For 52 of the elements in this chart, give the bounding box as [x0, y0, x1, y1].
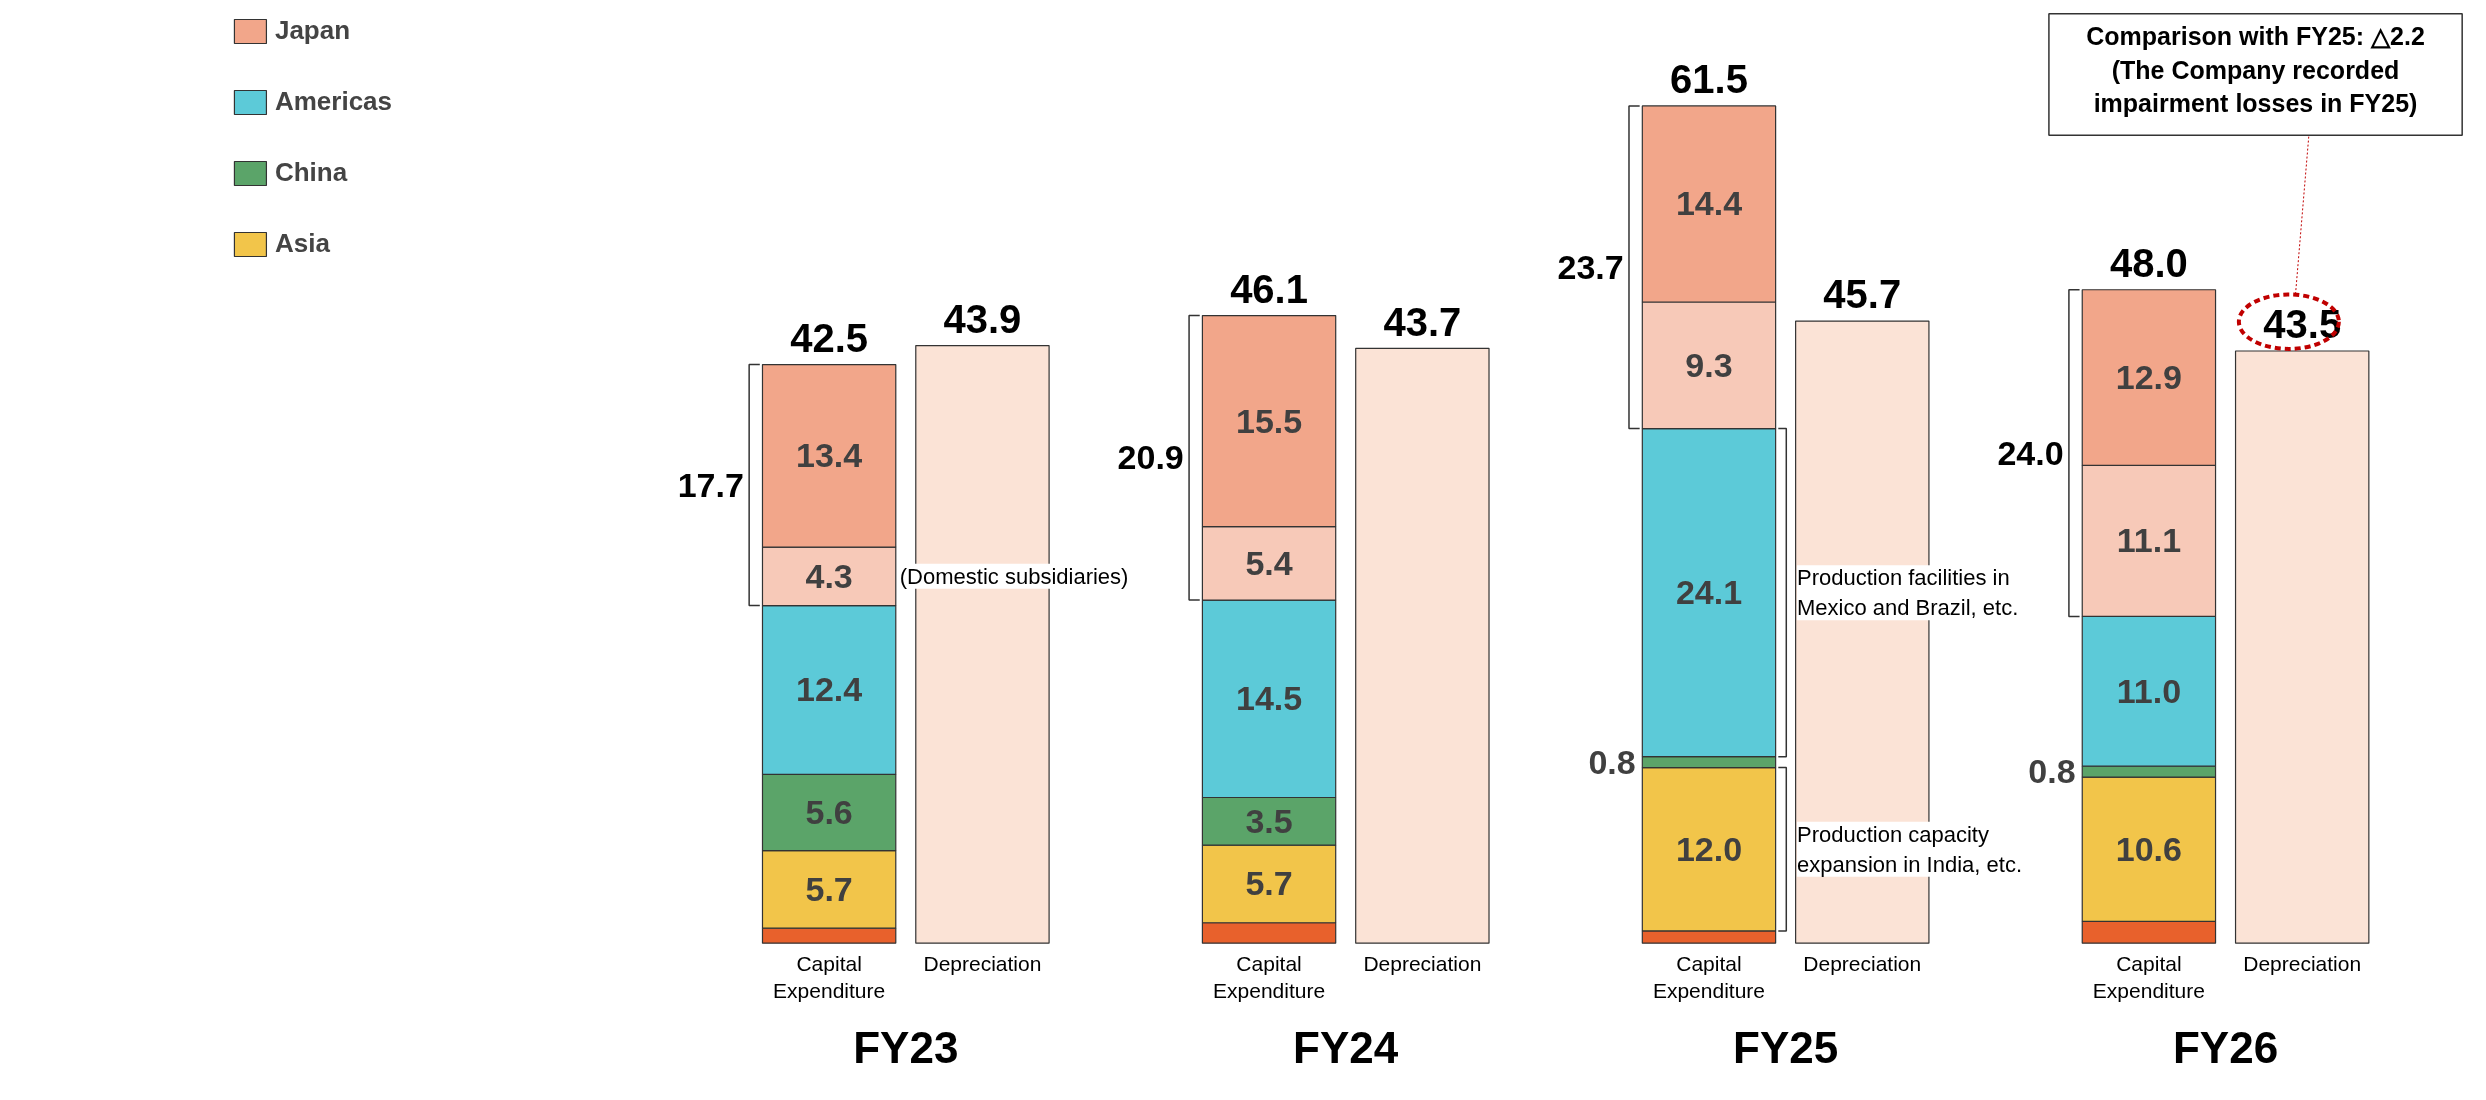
total-label: 43.7: [1383, 299, 1462, 344]
annotation: 24.0: [1997, 433, 2064, 472]
data-label: 11.1: [2116, 521, 2182, 560]
data-label: 9.3: [1685, 345, 1733, 384]
text: FY26: [2172, 1022, 2279, 1072]
total-label: 46.1: [1230, 267, 1308, 312]
legend-label: China: [274, 157, 348, 188]
data-label: 12.9: [2115, 358, 2182, 397]
total-label: 43.9: [943, 297, 1022, 341]
data-label: 12.0: [1675, 829, 1743, 868]
data-label: 5.7: [805, 869, 853, 908]
annotation: Comparison with FY25: △2.2 (The Company recorded impairment losses in FY25): [2086, 22, 2425, 118]
total-label: 48.0: [2109, 241, 2188, 286]
data-label: 14.4: [1675, 184, 1743, 223]
text: FY23: [853, 1022, 959, 1072]
text: FY24: [1293, 1022, 1399, 1072]
legend-label: Asia: [274, 228, 330, 259]
data-label: 0.8: [2028, 752, 2076, 791]
legend-label: Japan: [274, 15, 351, 46]
data-label: 5.6: [805, 792, 853, 831]
x-tick-label: Capital Expenditure: [773, 951, 886, 1003]
data-label: 12.4: [796, 670, 863, 709]
data-label: 0.8: [1588, 742, 1636, 781]
data-label: 24.1: [1675, 573, 1743, 612]
data-label: 15.5: [1235, 401, 1303, 440]
data-label: 5.7: [1245, 864, 1293, 903]
data-label: 13.4: [796, 436, 863, 475]
data-label: 14.5: [1235, 679, 1303, 718]
total-label: 45.7: [1823, 272, 1902, 317]
annotation: Production capacity expansion in India, etc.: [1796, 821, 2022, 877]
data-label: 4.3: [805, 556, 853, 595]
annotation: (Domestic subsidiaries): [899, 563, 1129, 589]
total-label: 61.5: [1670, 57, 1748, 102]
data-label: 10.6: [2115, 829, 2182, 868]
x-tick-label: Capital Expenditure: [1213, 951, 1326, 1003]
annotation: 17.7: [677, 465, 744, 504]
data-label: 11.0: [2116, 671, 2182, 710]
x-tick-label: Depreciation: [1363, 951, 1482, 975]
x-tick-label: Depreciation: [923, 951, 1042, 975]
annotation: 20.9: [1117, 438, 1184, 477]
text: FY25: [1733, 1022, 1839, 1072]
annotation: Production facilities in Mexico and Brazil, etc.: [1796, 565, 2019, 621]
total-label: 42.5: [790, 316, 869, 361]
x-tick-label: Depreciation: [2243, 951, 2362, 975]
legend-label: Americas: [274, 86, 393, 117]
x-tick-label: Depreciation: [1803, 951, 1922, 975]
annotation: 23.7: [1557, 247, 1624, 286]
x-tick-label: Capital Expenditure: [2092, 951, 2205, 1003]
x-tick-label: Capital Expenditure: [1652, 951, 1766, 1003]
data-label: 5.4: [1245, 543, 1293, 582]
total-label: 43.5: [2263, 302, 2342, 347]
data-label: 3.5: [1245, 801, 1293, 840]
